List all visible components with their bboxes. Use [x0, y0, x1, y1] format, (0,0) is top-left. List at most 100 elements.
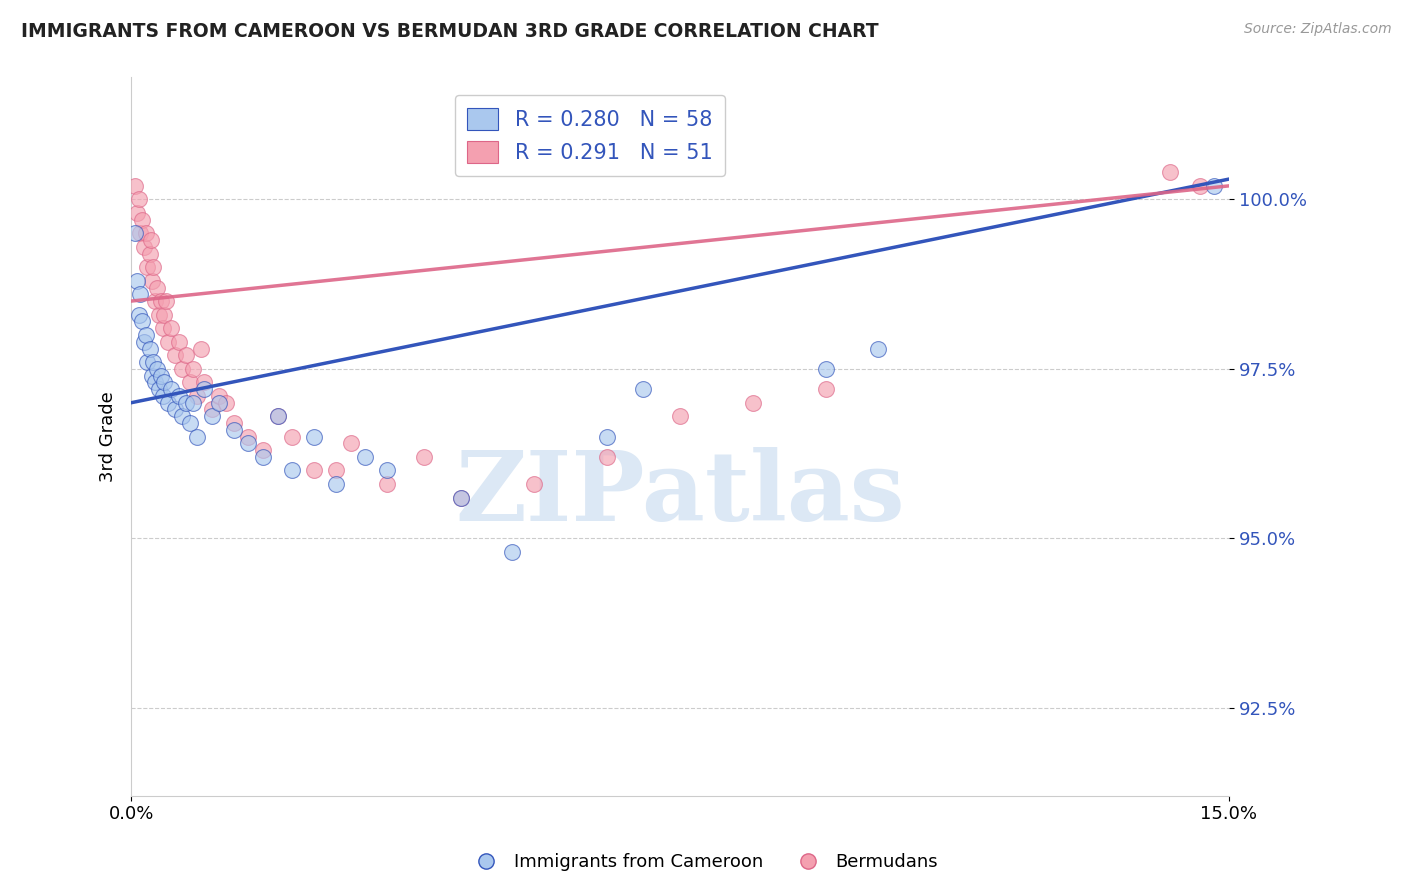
Point: [179, 416, 201, 430]
Point: [377, 477, 399, 491]
Point: [866, 342, 889, 356]
Point: [134, 240, 156, 254]
Point: [266, 409, 288, 424]
Text: Source: ZipAtlas.com: Source: ZipAtlas.com: [1244, 22, 1392, 37]
Point: [179, 376, 201, 390]
Point: [172, 361, 194, 376]
Point: [165, 348, 187, 362]
Point: [155, 294, 177, 309]
Point: [501, 545, 523, 559]
Point: [325, 463, 347, 477]
Point: [165, 402, 187, 417]
Point: [238, 429, 260, 443]
Point: [146, 361, 169, 376]
Point: [131, 314, 153, 328]
Point: [193, 382, 215, 396]
Point: [215, 395, 238, 409]
Point: [135, 328, 157, 343]
Point: [238, 436, 260, 450]
Point: [523, 477, 546, 491]
Legend: Immigrants from Cameroon, Bermudans: Immigrants from Cameroon, Bermudans: [461, 847, 945, 879]
Point: [281, 463, 304, 477]
Point: [174, 348, 197, 362]
Point: [153, 308, 176, 322]
Point: [148, 382, 170, 396]
Point: [146, 280, 169, 294]
Point: [193, 376, 215, 390]
Point: [128, 308, 150, 322]
Point: [186, 429, 208, 443]
Point: [1159, 165, 1181, 179]
Point: [135, 227, 157, 241]
Point: [669, 409, 692, 424]
Point: [174, 395, 197, 409]
Point: [183, 395, 205, 409]
Point: [222, 423, 245, 437]
Point: [131, 212, 153, 227]
Point: [815, 382, 838, 396]
Point: [186, 389, 208, 403]
Point: [129, 227, 152, 241]
Text: ZIPatlas: ZIPatlas: [456, 447, 905, 541]
Point: [190, 342, 212, 356]
Point: [148, 308, 170, 322]
Point: [136, 355, 159, 369]
Y-axis label: 3rd Grade: 3rd Grade: [100, 392, 117, 482]
Point: [201, 402, 224, 417]
Point: [450, 491, 472, 505]
Point: [127, 206, 149, 220]
Point: [142, 355, 165, 369]
Point: [266, 409, 288, 424]
Point: [145, 376, 167, 390]
Point: [124, 178, 146, 193]
Point: [141, 368, 163, 383]
Point: [153, 376, 176, 390]
Point: [156, 334, 179, 349]
Point: [167, 389, 190, 403]
Point: [377, 463, 399, 477]
Point: [1204, 178, 1226, 193]
Point: [208, 389, 231, 403]
Point: [172, 409, 194, 424]
Point: [450, 491, 472, 505]
Point: [156, 395, 179, 409]
Point: [596, 450, 619, 464]
Point: [138, 246, 160, 260]
Text: IMMIGRANTS FROM CAMEROON VS BERMUDAN 3RD GRADE CORRELATION CHART: IMMIGRANTS FROM CAMEROON VS BERMUDAN 3RD…: [21, 22, 879, 41]
Point: [252, 443, 274, 458]
Point: [167, 334, 190, 349]
Point: [413, 450, 436, 464]
Point: [339, 436, 361, 450]
Point: [127, 274, 149, 288]
Point: [139, 233, 162, 247]
Legend: R = 0.280   N = 58, R = 0.291   N = 51: R = 0.280 N = 58, R = 0.291 N = 51: [454, 95, 725, 176]
Point: [208, 395, 231, 409]
Point: [302, 429, 325, 443]
Point: [129, 287, 152, 301]
Point: [302, 463, 325, 477]
Point: [124, 227, 146, 241]
Point: [142, 260, 165, 275]
Point: [252, 450, 274, 464]
Point: [354, 450, 377, 464]
Point: [201, 409, 224, 424]
Point: [815, 361, 838, 376]
Point: [145, 294, 167, 309]
Point: [134, 334, 156, 349]
Point: [152, 321, 174, 335]
Point: [633, 382, 655, 396]
Point: [183, 361, 205, 376]
Point: [1188, 178, 1211, 193]
Point: [141, 274, 163, 288]
Point: [742, 395, 765, 409]
Point: [152, 389, 174, 403]
Point: [160, 382, 183, 396]
Point: [596, 429, 619, 443]
Point: [325, 477, 347, 491]
Point: [138, 342, 160, 356]
Point: [222, 416, 245, 430]
Point: [149, 294, 172, 309]
Point: [281, 429, 304, 443]
Point: [128, 193, 150, 207]
Point: [149, 368, 172, 383]
